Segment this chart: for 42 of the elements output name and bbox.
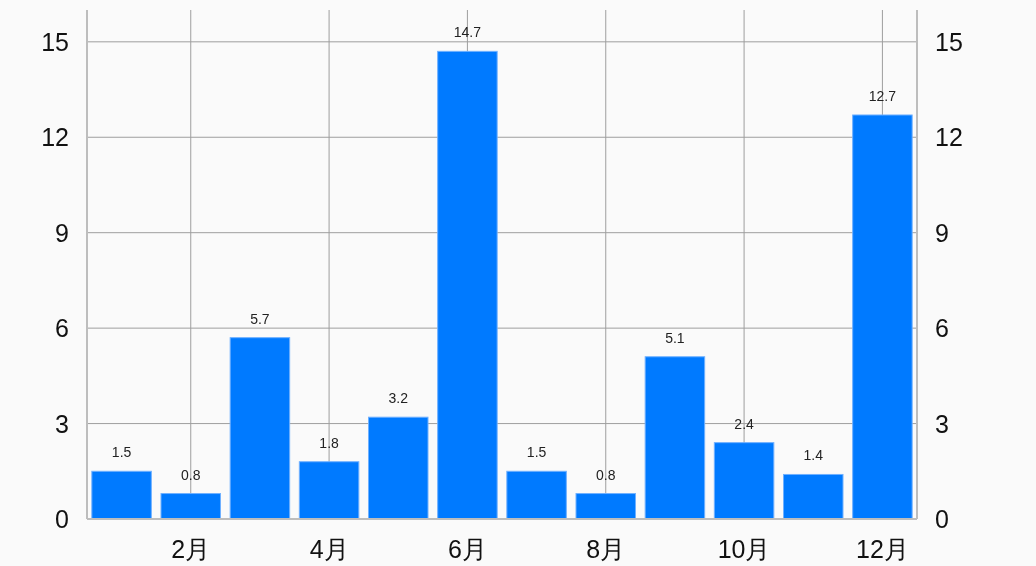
data-label: 3.2 [388, 390, 409, 407]
bar [506, 470, 567, 520]
x-tick-label: 10月 [717, 535, 771, 563]
bar [852, 114, 913, 520]
bar [298, 461, 360, 520]
bar [713, 442, 775, 520]
y2-tick-label: 6 [935, 314, 949, 343]
x-tick-label: 6月 [447, 535, 487, 563]
data-label: 2.4 [734, 415, 755, 432]
y2-tick-label: 9 [935, 218, 949, 247]
bar [91, 470, 152, 520]
bar [783, 473, 844, 520]
y2-tick-label: 15 [935, 27, 963, 56]
y-tick-label: 6 [55, 314, 69, 343]
y2-tick-label: 12 [935, 123, 963, 152]
y2-tick-label: 3 [935, 409, 949, 438]
data-label: 12.7 [868, 87, 897, 104]
data-label: 5.1 [665, 329, 685, 346]
data-label: 14.7 [453, 24, 482, 41]
data-label: 5.7 [250, 310, 270, 327]
bar [229, 337, 291, 520]
y-tick-label: 9 [55, 218, 69, 247]
data-label: 1.8 [319, 434, 340, 451]
y-tick-label: 15 [41, 27, 69, 56]
y-tick-label: 3 [55, 409, 69, 438]
x-tick-label: 12月 [856, 535, 909, 563]
y-tick-label: 0 [55, 505, 69, 533]
data-label: 0.8 [596, 466, 616, 483]
bar [368, 416, 429, 520]
data-label: 0.8 [181, 466, 201, 483]
data-label: 1.5 [526, 444, 547, 461]
x-tick-label: 4月 [309, 535, 349, 563]
y-tick-label: 12 [41, 123, 69, 152]
data-label: 1.5 [111, 444, 132, 461]
y2-tick-label: 0 [935, 505, 949, 533]
data-label: 1.4 [803, 447, 824, 464]
x-tick-label: 2月 [171, 535, 211, 563]
bar [575, 493, 636, 520]
x-tick-label: 8月 [586, 535, 626, 563]
bar [437, 50, 498, 520]
bar [160, 493, 221, 520]
bar [644, 356, 706, 520]
